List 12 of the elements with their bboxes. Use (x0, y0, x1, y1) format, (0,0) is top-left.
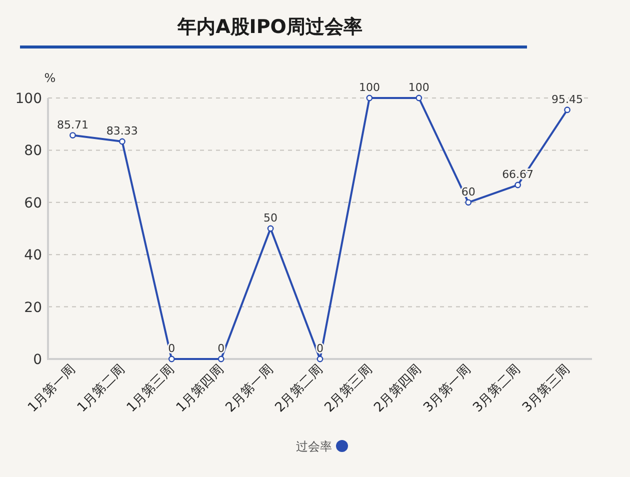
y-tick-label: 80 (24, 143, 42, 160)
y-tick-label: 60 (24, 195, 42, 212)
x-tick-label: 1月第三周 (124, 362, 178, 416)
y-tick-label: 20 (24, 300, 42, 316)
y-tick-label: 0 (33, 352, 42, 368)
legend: 过会率 (296, 440, 348, 454)
ylabel: % (44, 71, 56, 85)
title: 年内A股IPO周过会率 (178, 16, 362, 38)
legend-label: 过会率 (296, 440, 332, 454)
x-tick-label: 3月第三周 (520, 362, 574, 416)
y-tick-label: 40 (24, 248, 42, 264)
y-tick-label: 100 (15, 91, 42, 107)
